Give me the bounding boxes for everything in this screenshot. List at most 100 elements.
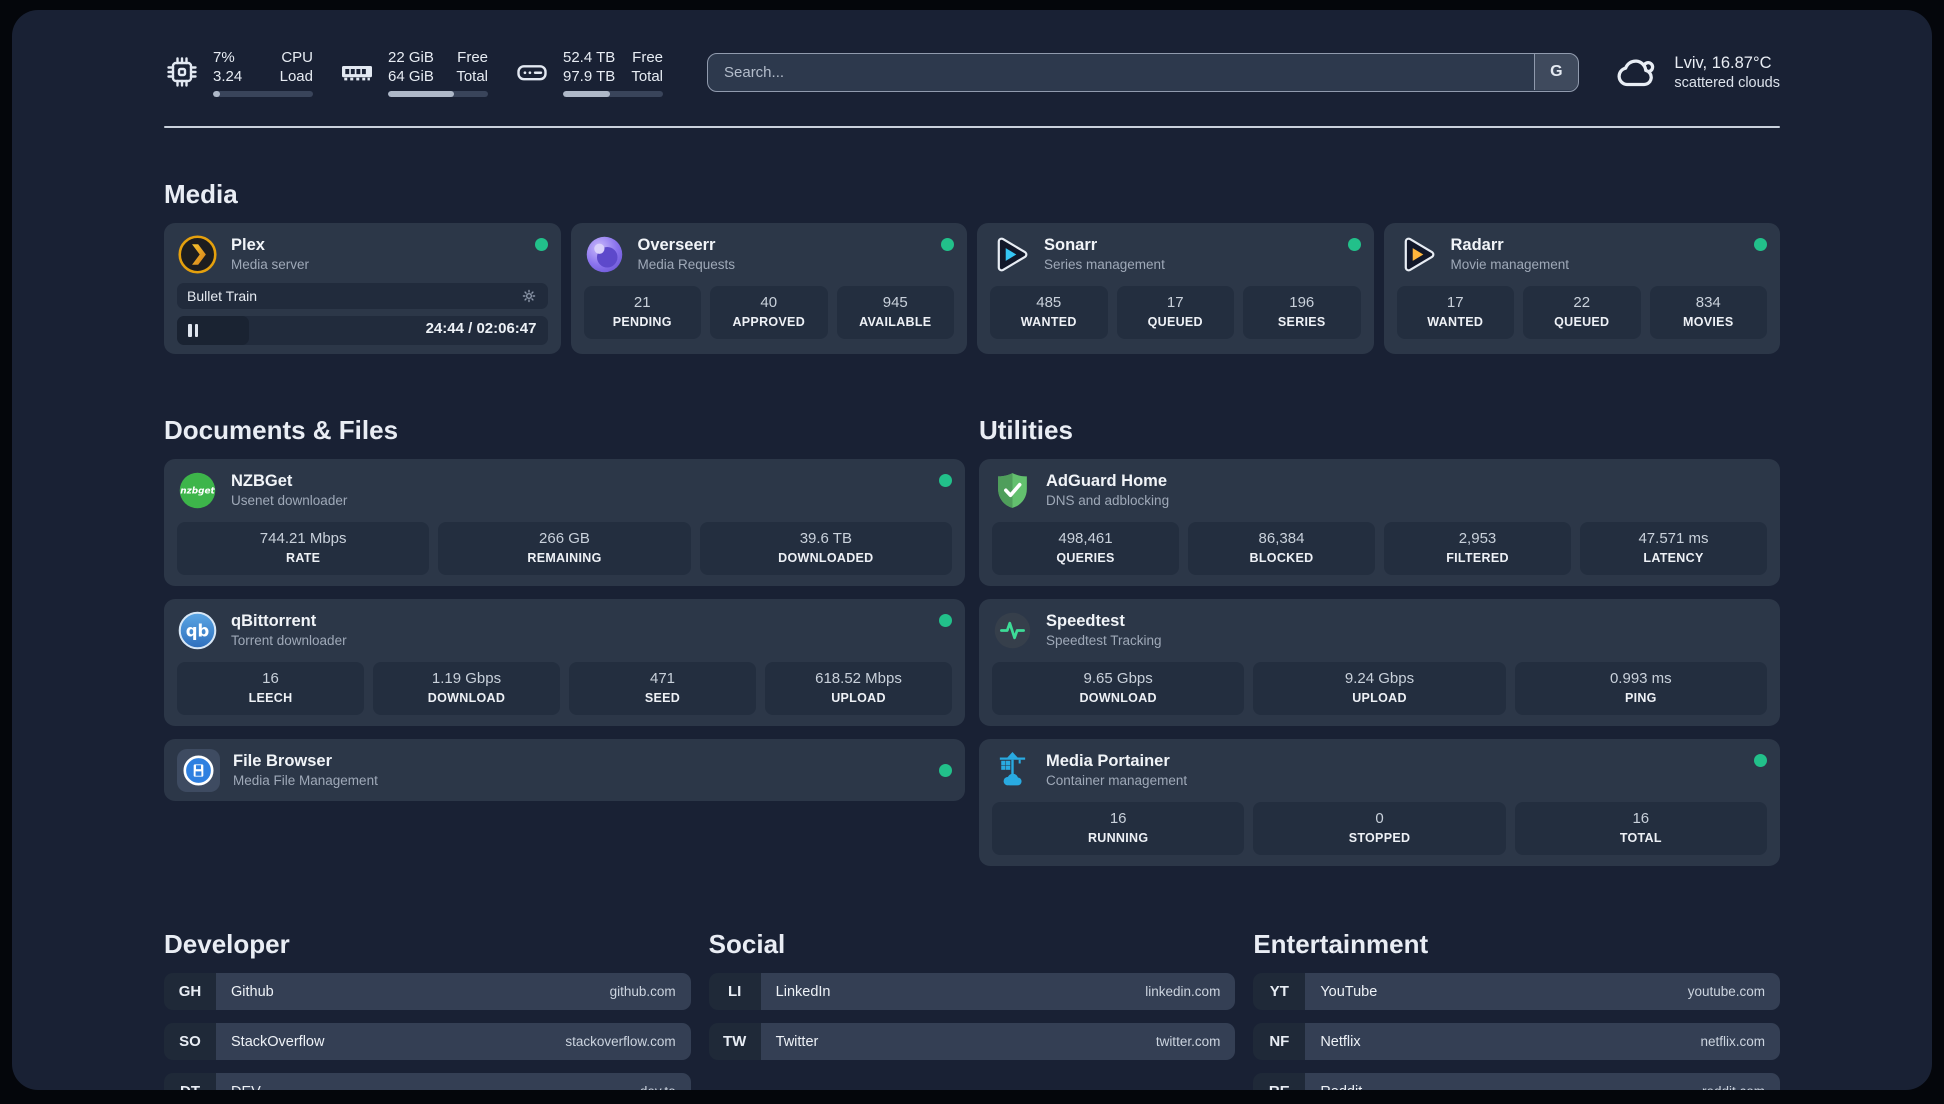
memory-total-label: Total — [456, 67, 488, 85]
app-description: Movie management — [1450, 257, 1570, 272]
app-card-nzbget[interactable]: nzbget NZBGet Usenet downloader 744.21 M… — [164, 459, 965, 586]
memory-total-value: 64 GiB — [388, 67, 434, 85]
app-card-overseerr[interactable]: Overseerr Media Requests 21 PENDING 40 A… — [570, 223, 967, 354]
bookmark-abbrev: DT — [164, 1073, 216, 1090]
app-name: NZBGet — [231, 472, 293, 490]
app-name: File Browser — [233, 751, 333, 770]
bookmark-youtube[interactable]: YT YouTube youtube.com — [1253, 973, 1780, 1010]
bookmark-name: LinkedIn — [775, 983, 831, 1000]
search-engine-button[interactable]: G — [1533, 54, 1578, 90]
stat-wanted: 17 WANTED — [1396, 286, 1514, 339]
stat-pending: 21 PENDING — [583, 286, 701, 339]
weather-location: Lviv, 16.87°C — [1674, 53, 1772, 72]
bookmark-abbrev: RE — [1253, 1073, 1306, 1090]
status-indicator — [939, 474, 952, 487]
bookmarks-developer: Developer GH Github github.com SO StackO… — [164, 928, 691, 1090]
cpu-usage-label: CPU — [281, 48, 313, 66]
bookmark-name: Twitter — [775, 1033, 819, 1050]
bookmark-abbrev: GH — [164, 973, 216, 1010]
stat-upload: 9.24 Gbps UPLOAD — [1253, 662, 1506, 715]
storage-free-label: Free — [632, 48, 663, 66]
app-card-adguard[interactable]: AdGuard Home DNS and adblocking 498,461 … — [979, 459, 1780, 586]
storage-total-label: Total — [631, 67, 663, 85]
svg-text:qb: qb — [186, 622, 209, 641]
app-name: Media Portainer — [1046, 752, 1170, 770]
bookmark-github[interactable]: GH Github github.com — [164, 973, 691, 1010]
stat-download: 1.19 Gbps DOWNLOAD — [373, 662, 560, 715]
app-name: Sonarr — [1044, 236, 1098, 254]
pause-icon[interactable] — [188, 324, 198, 337]
dashboard-screen: 7% 3.24 CPU Load — [12, 10, 1932, 1090]
memory-widget: 22 GiB 64 GiB Free Total — [339, 48, 488, 97]
stat-rate: 744.21 Mbps RATE — [177, 522, 430, 575]
app-card-filebrowser[interactable]: File Browser Media File Management — [164, 739, 965, 801]
bookmark-url: stackoverflow.com — [565, 1034, 676, 1049]
app-card-sonarr[interactable]: Sonarr Series management 485 WANTED 17 Q… — [977, 223, 1374, 354]
bookmark-name: DEV — [231, 1084, 261, 1091]
overseerr-icon — [584, 234, 625, 275]
section-title-utilities: Utilities — [979, 415, 1073, 445]
bookmark-reddit[interactable]: RE Reddit reddit.com — [1253, 1073, 1780, 1090]
app-card-plex[interactable]: Plex Media server Bullet Train 24:44 / 0… — [164, 223, 561, 354]
stat-available: 945 AVAILABLE — [836, 286, 954, 339]
stat-series: 196 SERIES — [1243, 286, 1361, 339]
app-description: Container management — [1046, 773, 1188, 788]
stat-queued: 17 QUEUED — [1116, 286, 1234, 339]
cpu-load-label: Load — [279, 67, 313, 85]
stat-leech: 16 LEECH — [177, 662, 364, 715]
stat-upload: 618.52 Mbps UPLOAD — [765, 662, 952, 715]
app-description: DNS and adblocking — [1046, 493, 1170, 508]
now-playing-row: Bullet Train — [177, 283, 548, 309]
section-title-social: Social — [708, 929, 786, 959]
filebrowser-icon — [177, 748, 220, 792]
search-input[interactable] — [707, 52, 1580, 92]
stat-total: 16 TOTAL — [1514, 802, 1767, 855]
ram-icon — [339, 54, 375, 90]
stat-running: 16 RUNNING — [992, 802, 1245, 855]
stat-latency: 47.571 ms LATENCY — [1580, 522, 1767, 575]
stat-wanted: 485 WANTED — [990, 286, 1108, 339]
bookmark-twitter[interactable]: TW Twitter twitter.com — [708, 1023, 1236, 1060]
stat-approved: 40 APPROVED — [710, 286, 828, 339]
section-title-media: Media — [164, 179, 238, 209]
bookmarks-social: Social LI LinkedIn linkedin.com TW Twitt… — [708, 928, 1236, 1090]
app-card-speedtest[interactable]: Speedtest Speedtest Tracking 9.65 Gbps D… — [979, 599, 1780, 726]
bookmark-netflix[interactable]: NF Netflix netflix.com — [1253, 1023, 1780, 1060]
bookmark-stackoverflow[interactable]: SO StackOverflow stackoverflow.com — [164, 1023, 691, 1060]
app-card-qbittorrent[interactable]: qb qBittorrent Torrent downloader 16 LEE… — [164, 599, 965, 726]
stat-downloaded: 39.6 TB DOWNLOADED — [699, 522, 952, 575]
settings-icon[interactable] — [520, 287, 538, 305]
stat-blocked: 86,384 BLOCKED — [1188, 522, 1375, 575]
app-card-radarr[interactable]: Radarr Movie management 17 WANTED 22 QUE… — [1383, 223, 1780, 354]
bookmark-url: twitter.com — [1155, 1034, 1221, 1049]
status-indicator — [1754, 238, 1767, 251]
status-indicator — [1754, 754, 1767, 767]
bookmarks-entertainment: Entertainment YT YouTube youtube.com NF … — [1253, 928, 1780, 1090]
search-bar: G — [707, 52, 1580, 92]
app-description: Media File Management — [233, 772, 378, 788]
stat-filtered: 2,953 FILTERED — [1384, 522, 1571, 575]
player-bar[interactable]: 24:44 / 02:06:47 — [177, 316, 548, 345]
stat-queued: 22 QUEUED — [1523, 286, 1641, 339]
radarr-icon — [1397, 234, 1438, 275]
stat-stopped: 0 STOPPED — [1253, 802, 1506, 855]
bookmark-name: Reddit — [1320, 1084, 1362, 1091]
top-bar: 7% 3.24 CPU Load — [164, 44, 1780, 100]
bookmark-linkedin[interactable]: LI LinkedIn linkedin.com — [708, 973, 1236, 1010]
cloud-icon — [1613, 49, 1659, 95]
app-card-portainer[interactable]: Media Portainer Container management 16 … — [979, 739, 1780, 866]
bookmark-url: netflix.com — [1700, 1034, 1765, 1049]
bookmark-dev[interactable]: DT DEV dev.to — [164, 1073, 691, 1090]
status-indicator — [1347, 238, 1361, 251]
media-grid: Plex Media server Bullet Train 24:44 / 0… — [164, 223, 1780, 354]
storage-free-value: 52.4 TB — [563, 48, 616, 66]
cpu-widget: 7% 3.24 CPU Load — [164, 48, 313, 97]
bookmark-name: Github — [231, 983, 274, 1000]
cpu-usage-value: 7% — [213, 48, 235, 66]
bookmark-abbrev: YT — [1253, 973, 1306, 1010]
status-indicator — [939, 763, 952, 777]
cpu-load-value: 3.24 — [213, 67, 243, 85]
app-description: Media Requests — [637, 257, 736, 272]
nzbget-icon: nzbget — [177, 470, 218, 511]
